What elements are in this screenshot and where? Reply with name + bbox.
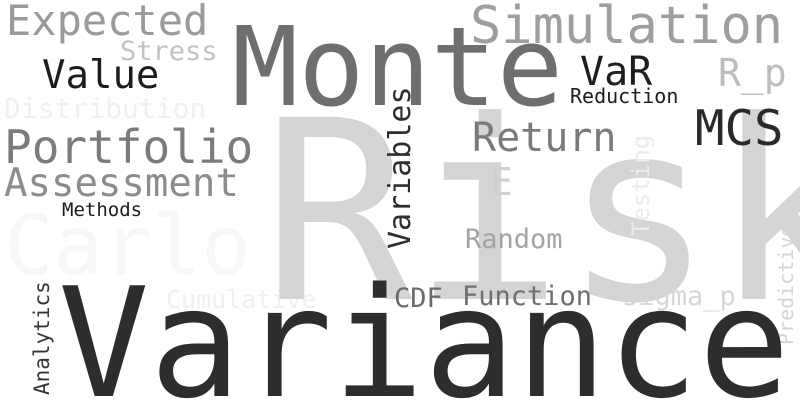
word-testing: Testing: [627, 134, 655, 236]
word-risk: Risk: [262, 67, 800, 358]
word-cumulative: Cumulative: [166, 285, 317, 314]
word-random: Random: [465, 224, 563, 255]
word-mcs: MCS: [695, 100, 784, 157]
word-carlo: Carlo: [4, 199, 251, 294]
word-variance: Variance: [58, 255, 791, 400]
word-variables: Variables: [383, 86, 418, 249]
word-sigma-p: sigma_p: [622, 281, 736, 312]
word-e: E: [490, 160, 513, 204]
word-distribution: Distribution: [4, 92, 207, 125]
word-assessment: Assessment: [4, 161, 239, 206]
word-return: Return: [472, 115, 617, 161]
word-cdf: CDF: [394, 283, 443, 314]
word-methods: Methods: [62, 199, 143, 221]
word-monte: Monte: [232, 3, 564, 131]
word-value: Value: [42, 53, 160, 98]
word-simulation: Simulation: [470, 0, 784, 56]
word-stress: Stress: [120, 36, 218, 67]
word-analytics: Analytics: [30, 281, 54, 395]
word-r-p: R_p: [718, 51, 787, 95]
word-reduction: Reduction: [570, 84, 679, 108]
word-var: VaR: [580, 49, 653, 95]
word-expected: Expected: [6, 0, 209, 45]
word-function: Function: [462, 281, 593, 312]
word-portfolio: Portfolio: [4, 120, 254, 174]
